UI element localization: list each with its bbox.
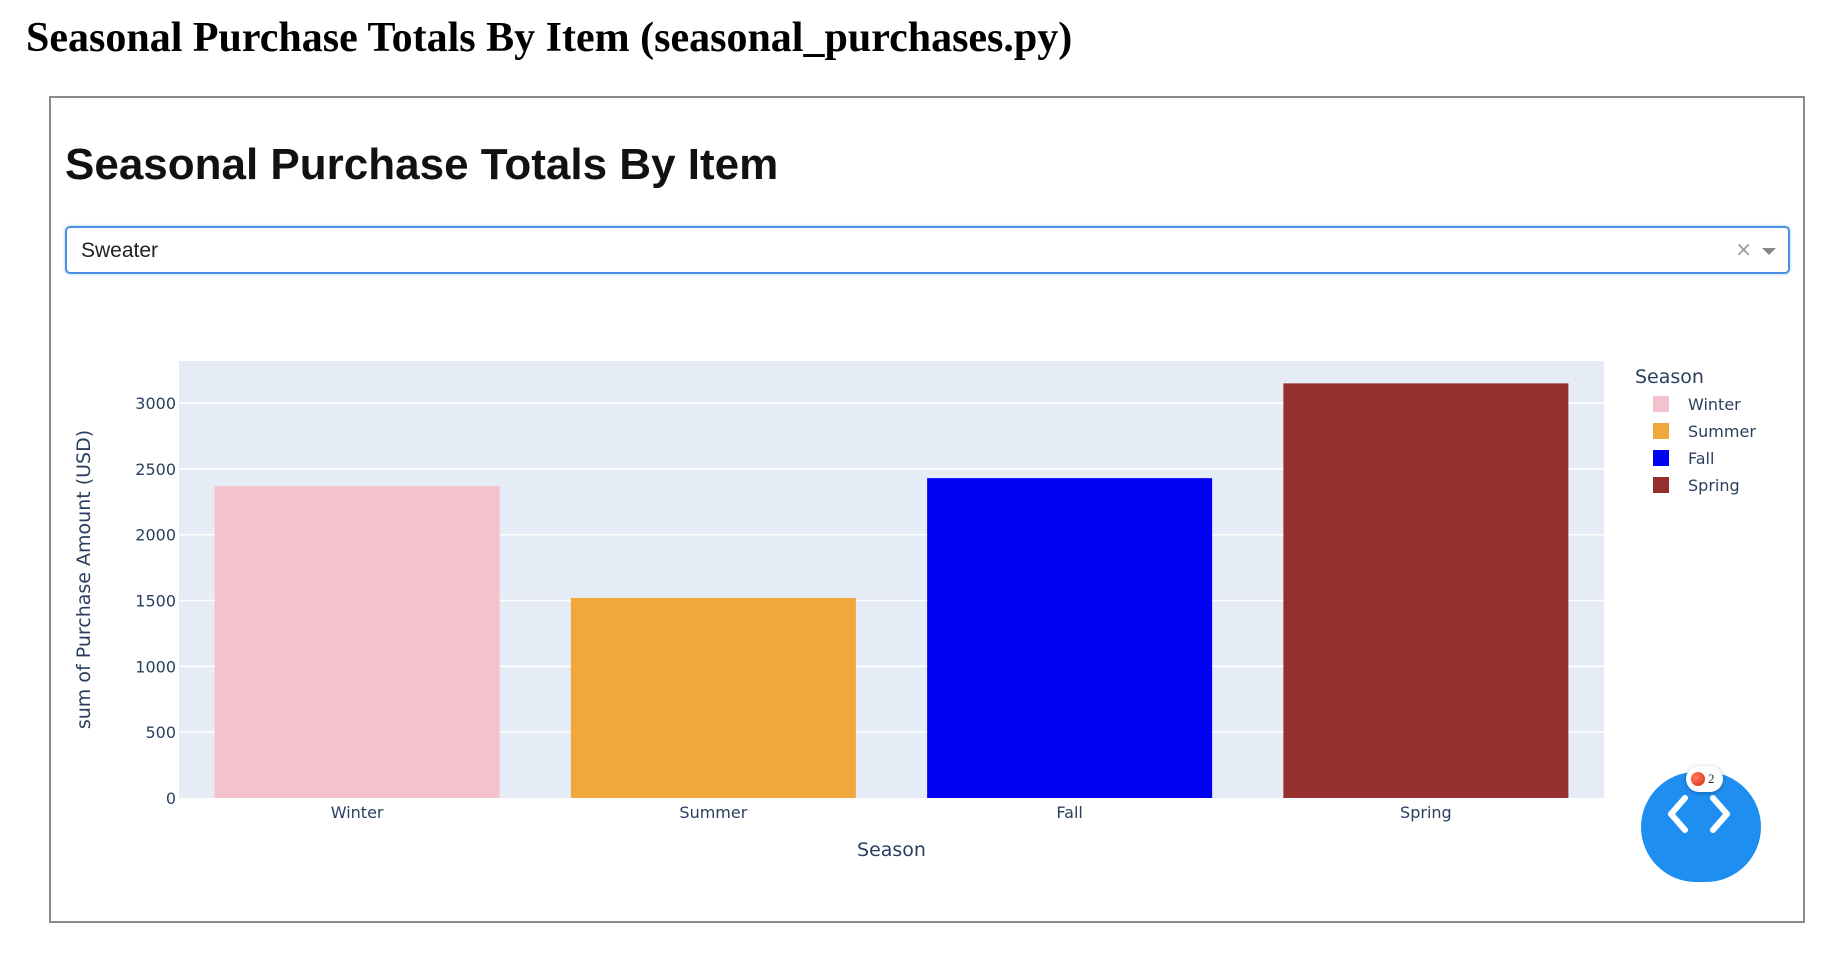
legend-label-summer[interactable]: Summer: [1688, 422, 1756, 441]
legend[interactable]: Season Winter Summer Fall Spring: [1635, 366, 1756, 495]
y-tick-label: 0: [166, 789, 176, 808]
bar-summer[interactable]: [570, 597, 856, 798]
page-heading: Seasonal Purchase Totals By Item (season…: [26, 15, 1073, 61]
y-tick-label: 2500: [135, 460, 176, 479]
legend-title: Season: [1635, 366, 1704, 388]
bar-fall[interactable]: [927, 478, 1213, 798]
y-axis-title: sum of Purchase Amount (USD): [73, 430, 95, 729]
bar-chart: 0 500 1000 1500 2000 2500 3000 Winter Summer Fal…: [73, 361, 1756, 861]
bar-winter[interactable]: [214, 486, 500, 798]
code-chevrons-icon: [1668, 795, 1730, 833]
legend-label-winter[interactable]: Winter: [1688, 395, 1741, 414]
y-tick-label: 1000: [135, 657, 176, 676]
error-dot-icon: [1691, 772, 1705, 786]
error-count-badge[interactable]: 2: [1686, 766, 1723, 792]
legend-swatch-winter[interactable]: [1653, 396, 1669, 412]
legend-swatch-spring[interactable]: [1653, 477, 1669, 493]
y-tick-label: 1500: [135, 592, 176, 611]
clear-icon[interactable]: ×: [1735, 237, 1752, 261]
error-count: 2: [1708, 771, 1715, 786]
x-tick-label: Winter: [331, 803, 384, 822]
bar-spring[interactable]: [1283, 383, 1569, 798]
legend-swatch-summer[interactable]: [1653, 423, 1669, 439]
chevron-down-icon[interactable]: [1762, 248, 1776, 255]
y-tick-label: 500: [145, 723, 176, 742]
x-tick-label: Summer: [679, 803, 747, 822]
item-dropdown[interactable]: Sweater ×: [65, 226, 1790, 274]
x-axis-ticks: Winter Summer Fall Spring: [331, 803, 1452, 822]
y-axis-ticks: 0 500 1000 1500 2000 2500 3000: [135, 394, 176, 808]
app-title: Seasonal Purchase Totals By Item: [65, 140, 779, 189]
legend-label-fall[interactable]: Fall: [1688, 449, 1714, 468]
y-tick-label: 3000: [135, 394, 176, 413]
dropdown-selected-value: Sweater: [81, 239, 159, 262]
legend-swatch-fall[interactable]: [1653, 450, 1669, 466]
app-frame: Seasonal Purchase Totals By Item Sweater…: [49, 96, 1805, 923]
bars: [214, 383, 1569, 798]
x-tick-label: Fall: [1056, 803, 1082, 822]
legend-label-spring[interactable]: Spring: [1688, 476, 1740, 495]
x-axis-title: Season: [857, 839, 926, 861]
y-tick-label: 2000: [135, 526, 176, 545]
x-tick-label: Spring: [1400, 803, 1452, 822]
